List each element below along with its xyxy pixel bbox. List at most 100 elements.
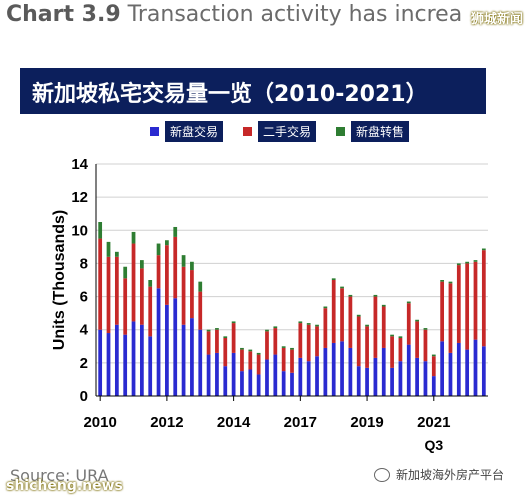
- bar-new-sale: [215, 352, 219, 396]
- bar-subsale: [473, 260, 478, 262]
- y-tick-label: 10: [71, 222, 88, 239]
- bar-resale: [198, 291, 203, 330]
- bar-resale: [106, 256, 111, 334]
- bar-resale: [465, 263, 470, 350]
- bar-new-sale: [139, 324, 144, 396]
- chart-number: Chart 3.9: [6, 2, 121, 27]
- bar-resale: [448, 283, 453, 353]
- bar-resale: [398, 338, 403, 362]
- bar-new-sale: [98, 329, 103, 396]
- bar-new-sale: [348, 347, 353, 396]
- legend-label-new-sale: 新盘交易: [165, 120, 224, 142]
- bar-new-sale: [106, 333, 111, 396]
- bar-resale: [298, 323, 303, 358]
- bar-new-sale: [423, 361, 428, 396]
- bar-resale: [223, 338, 228, 367]
- title-banner: 新加坡私宅交易量一览（2010-2021）: [20, 68, 486, 114]
- bar-new-sale: [406, 344, 411, 396]
- bar-new-sale: [365, 367, 369, 396]
- bar-subsale: [323, 306, 328, 309]
- x-tick-label: 2014: [217, 414, 251, 431]
- bar-subsale: [215, 328, 219, 330]
- bar-new-sale: [156, 288, 161, 396]
- legend-item-subsale: 新盘转售: [336, 120, 410, 142]
- bar-new-sale: [248, 369, 253, 396]
- bar-resale: [431, 356, 436, 377]
- bar-resale: [190, 270, 194, 319]
- bar-new-sale: [148, 336, 153, 396]
- bar-resale: [148, 286, 153, 337]
- bar-new-sale: [340, 341, 344, 396]
- bar-subsale: [231, 321, 236, 324]
- bar-resale: [373, 296, 378, 358]
- axes: [95, 164, 488, 397]
- bar-resale: [381, 306, 386, 348]
- bar-new-sale: [290, 372, 294, 396]
- bar-subsale: [156, 243, 161, 256]
- y-tick-label: 6: [80, 289, 88, 306]
- y-tick-labels: 0 2 4 6 8 10 12 14: [71, 156, 88, 405]
- legend-label-resale: 二手交易: [258, 120, 317, 142]
- bar-resale: [114, 256, 119, 325]
- bar-resale: [281, 347, 286, 372]
- bar-new-sale: [381, 347, 386, 396]
- bar-resale: [481, 250, 486, 347]
- bar-subsale: [206, 329, 211, 332]
- bar-subsale: [465, 261, 470, 264]
- bar-new-sale: [481, 346, 486, 396]
- bar-resale: [340, 288, 344, 342]
- y-axis-label: Units (Thousands): [51, 210, 68, 350]
- bar-resale: [331, 280, 336, 343]
- bar-resale: [406, 303, 411, 345]
- legend-label-subsale: 新盘转售: [351, 120, 410, 142]
- bar-subsale: [223, 336, 228, 338]
- source-note: Source: URA: [10, 466, 109, 485]
- legend-swatch-new-sale: [150, 126, 159, 136]
- bar-new-sale: [356, 366, 361, 396]
- bar-subsale: [440, 280, 445, 282]
- bar-subsale: [431, 354, 436, 357]
- bar-resale: [365, 326, 369, 368]
- bar-subsale: [281, 346, 286, 348]
- legend-swatch-resale: [243, 126, 253, 136]
- bar-new-sale: [448, 352, 453, 396]
- bar-subsale: [306, 323, 311, 325]
- bar-subsale: [340, 286, 344, 289]
- bar-subsale: [123, 266, 128, 279]
- bar-subsale: [356, 314, 361, 317]
- x-tick-label: 2012: [150, 414, 183, 431]
- bar-resale: [415, 321, 419, 358]
- bar-resale: [256, 354, 261, 375]
- bar-subsale: [114, 251, 119, 257]
- bar-new-sale: [331, 342, 336, 396]
- legend-item-new-sale: 新盘交易: [150, 120, 224, 142]
- bar-subsale: [248, 349, 253, 352]
- bar-resale: [440, 281, 445, 342]
- bar-resale: [123, 278, 128, 335]
- bar-subsale: [481, 248, 486, 251]
- bar-resale: [273, 328, 278, 355]
- bar-resale: [315, 326, 319, 357]
- y-tick-label: 0: [80, 388, 88, 405]
- legend-item-resale: 二手交易: [243, 120, 317, 142]
- bar-subsale: [98, 222, 103, 239]
- x-tick-label: 2019: [350, 414, 383, 431]
- bar-new-sale: [198, 329, 203, 396]
- bar-new-sale: [231, 352, 236, 396]
- bar-resale: [473, 261, 478, 340]
- bar-resale: [265, 331, 269, 360]
- wechat-watermark-text: 新加坡海外房产平台: [396, 468, 505, 482]
- bar-resale: [173, 236, 178, 299]
- y-tick-label: 4: [80, 322, 89, 339]
- x-tick-label: 2021: [417, 414, 450, 431]
- bar-subsale: [139, 260, 144, 269]
- legend-swatch-subsale: [336, 126, 346, 136]
- watermark-top: 狮城新闻: [470, 12, 523, 27]
- bar-new-sale: [306, 361, 311, 396]
- bar-subsale: [173, 226, 178, 237]
- bar-new-sale: [440, 341, 445, 396]
- bar-resale: [348, 296, 353, 348]
- bar-resale: [139, 268, 144, 325]
- legend: 新盘交易 二手交易 新盘转售: [150, 120, 429, 142]
- bar-resale: [390, 336, 394, 368]
